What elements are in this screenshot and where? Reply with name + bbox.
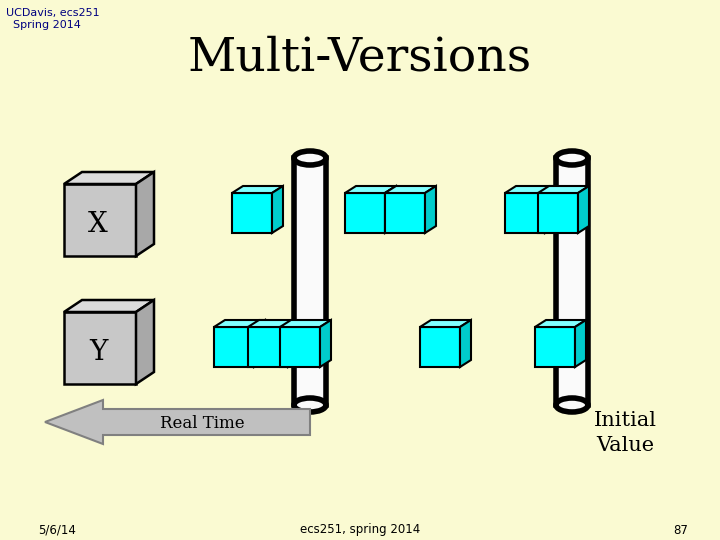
- Ellipse shape: [556, 151, 588, 165]
- Polygon shape: [272, 186, 283, 233]
- Polygon shape: [425, 186, 436, 233]
- Polygon shape: [232, 186, 283, 193]
- Polygon shape: [280, 327, 320, 367]
- Polygon shape: [385, 193, 425, 233]
- Polygon shape: [535, 320, 586, 327]
- Polygon shape: [575, 320, 586, 367]
- Text: Y: Y: [89, 340, 107, 367]
- Polygon shape: [248, 320, 299, 327]
- Polygon shape: [420, 320, 471, 327]
- Polygon shape: [64, 172, 154, 184]
- Ellipse shape: [556, 398, 588, 412]
- FancyArrow shape: [45, 400, 310, 444]
- Bar: [294, 158, 326, 405]
- Polygon shape: [64, 184, 136, 256]
- Text: 87: 87: [673, 523, 688, 537]
- Bar: [556, 158, 588, 405]
- Polygon shape: [214, 320, 265, 327]
- Polygon shape: [385, 186, 436, 193]
- Polygon shape: [538, 186, 589, 193]
- Polygon shape: [345, 186, 396, 193]
- Text: 5/6/14: 5/6/14: [38, 523, 76, 537]
- Polygon shape: [505, 186, 556, 193]
- Polygon shape: [505, 193, 545, 233]
- Polygon shape: [288, 320, 299, 367]
- Polygon shape: [385, 186, 396, 233]
- Ellipse shape: [294, 151, 326, 165]
- Polygon shape: [136, 300, 154, 384]
- Ellipse shape: [294, 398, 326, 412]
- Polygon shape: [545, 186, 556, 233]
- Polygon shape: [320, 320, 331, 367]
- Polygon shape: [280, 320, 331, 327]
- Polygon shape: [64, 312, 136, 384]
- Polygon shape: [254, 320, 265, 367]
- Polygon shape: [420, 327, 460, 367]
- Polygon shape: [460, 320, 471, 367]
- Text: Multi-Versions: Multi-Versions: [188, 35, 532, 80]
- Polygon shape: [538, 193, 578, 233]
- Polygon shape: [535, 327, 575, 367]
- Polygon shape: [248, 327, 288, 367]
- Text: Real Time: Real Time: [160, 415, 245, 433]
- Text: Initial
Value: Initial Value: [593, 411, 657, 455]
- Polygon shape: [578, 186, 589, 233]
- Polygon shape: [64, 300, 154, 312]
- Polygon shape: [232, 193, 272, 233]
- Polygon shape: [214, 327, 254, 367]
- Text: X: X: [88, 212, 108, 239]
- Polygon shape: [136, 172, 154, 256]
- Polygon shape: [345, 193, 385, 233]
- Text: ecs251, spring 2014: ecs251, spring 2014: [300, 523, 420, 537]
- Text: UCDavis, ecs251
  Spring 2014: UCDavis, ecs251 Spring 2014: [6, 8, 99, 30]
